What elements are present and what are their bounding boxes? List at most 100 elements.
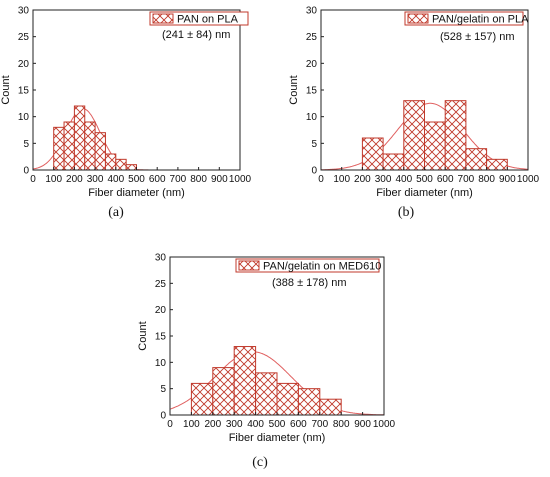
x-tick-label: 200 (354, 174, 371, 185)
x-tick-label: 1000 (229, 174, 252, 185)
panel-label: (c) (252, 455, 268, 470)
x-tick-label: 700 (170, 174, 187, 185)
y-tick-label: 20 (155, 305, 167, 316)
y-tick-label: 15 (306, 86, 318, 97)
histogram-bar (465, 148, 488, 171)
histogram-bar (403, 100, 425, 171)
legend-label: PAN on PLA (177, 14, 239, 26)
y-tick-label: 25 (155, 279, 167, 290)
x-tick-label: 900 (354, 419, 371, 430)
x-tick-label: 600 (437, 174, 454, 185)
histogram-bar (73, 105, 86, 171)
x-axis-label: Fiber diameter (nm) (88, 187, 185, 199)
x-tick-label: 0 (167, 419, 173, 430)
legend-box (235, 258, 380, 273)
y-axis-label: Count (0, 75, 12, 104)
histogram-bar (115, 158, 127, 171)
legend-swatch (407, 13, 429, 24)
y-tick-label: 30 (306, 6, 318, 17)
histogram-bar (276, 382, 299, 416)
legend: PAN/gelatin on MED610 (235, 258, 381, 273)
x-tick-label: 400 (107, 174, 124, 185)
x-tick-label: 1000 (373, 419, 396, 430)
x-tick-label: 600 (290, 419, 307, 430)
x-tick-label: 100 (45, 174, 62, 185)
y-tick-label: 20 (18, 59, 30, 70)
chart-panel-3: 0 100 200 300 400 500 600 700 800 900 1000 0 5 10 15 20… (137, 253, 396, 471)
x-tick-label: 300 (375, 174, 392, 185)
legend-label: PAN/gelatin on PLA (432, 14, 529, 26)
x-tick-label: 300 (226, 419, 243, 430)
histogram-bar (361, 137, 384, 171)
y-tick-label: 5 (160, 384, 166, 395)
legend-label: PAN/gelatin on MED610 (263, 261, 381, 273)
histogram-bar (255, 372, 278, 416)
x-tick-label: 800 (190, 174, 207, 185)
x-tick-label: 500 (128, 174, 145, 185)
mean-sd-annotation: (241 ± 84) nm (162, 29, 230, 41)
y-tick-label: 5 (23, 139, 29, 150)
x-tick-label: 200 (66, 174, 83, 185)
legend: PAN/gelatin on PLA (404, 11, 529, 26)
x-tick-label: 800 (478, 174, 495, 185)
y-tick-label: 10 (306, 112, 318, 123)
y-tick-label: 0 (23, 166, 29, 177)
y-tick-label: 0 (160, 411, 166, 422)
y-tick-label: 10 (155, 358, 167, 369)
chart-panel-1: 0 100 200 300 400 500 600 700 800 900 100005101520… (0, 6, 252, 221)
y-tick-label: 5 (311, 139, 317, 150)
x-tick-label: 600 (149, 174, 166, 185)
panel-label: (b) (398, 205, 415, 220)
legend-box (404, 11, 524, 26)
legend: PAN on PLA (149, 11, 249, 26)
mean-sd-annotation: (528 ± 157) nm (440, 31, 515, 43)
x-tick-label: 0 (30, 174, 36, 185)
y-tick-label: 0 (311, 166, 317, 177)
y-tick-label: 10 (18, 112, 30, 123)
x-tick-label: 400 (247, 419, 264, 430)
histogram-bar (233, 346, 257, 416)
histogram-bar (94, 132, 106, 171)
x-tick-label: 100 (183, 419, 200, 430)
mean-sd-annotation: (388 ± 178) nm (272, 277, 347, 289)
y-axis-label: Count (137, 321, 149, 350)
legend-swatch (152, 13, 174, 24)
x-tick-label: 700 (458, 174, 475, 185)
x-tick-label: 200 (204, 419, 221, 430)
y-tick-label: 15 (155, 332, 167, 343)
y-tick-label: 15 (18, 86, 30, 97)
panel-label: (a) (108, 205, 124, 220)
y-axis-label: Count (288, 75, 300, 104)
x-tick-label: 800 (333, 419, 350, 430)
histogram-bar (212, 367, 235, 416)
histogram-bar (125, 164, 138, 171)
histogram-bar (84, 121, 96, 171)
y-tick-label: 25 (18, 32, 30, 43)
y-tick-label: 25 (306, 32, 318, 43)
x-tick-label: 900 (211, 174, 228, 185)
histogram-bar (63, 121, 75, 171)
chart-panel-2: 0 100 200 300 400 500 600 700 800 900 100005101520… (288, 6, 540, 221)
x-axis-label: Fiber diameter (nm) (229, 432, 326, 444)
legend-box (149, 11, 249, 26)
x-tick-label: 300 (87, 174, 104, 185)
histogram-bar (319, 398, 342, 416)
legend-swatch (238, 260, 260, 271)
histogram-bar (444, 100, 467, 171)
x-tick-label: 100 (333, 174, 350, 185)
histogram-bar (424, 121, 446, 171)
histogram-bar (382, 153, 405, 171)
x-tick-label: 700 (311, 419, 328, 430)
histogram-bar (104, 153, 117, 171)
x-tick-label: 900 (499, 174, 516, 185)
x-axis-label: Fiber diameter (nm) (376, 187, 473, 199)
y-tick-label: 30 (155, 253, 167, 264)
histogram-bar (297, 388, 321, 416)
histogram-bar (486, 158, 508, 171)
x-tick-label: 500 (269, 419, 286, 430)
y-tick-label: 30 (18, 6, 30, 17)
histogram-bar (53, 126, 65, 171)
histogram-bar (190, 382, 214, 416)
y-tick-label: 20 (306, 59, 318, 70)
